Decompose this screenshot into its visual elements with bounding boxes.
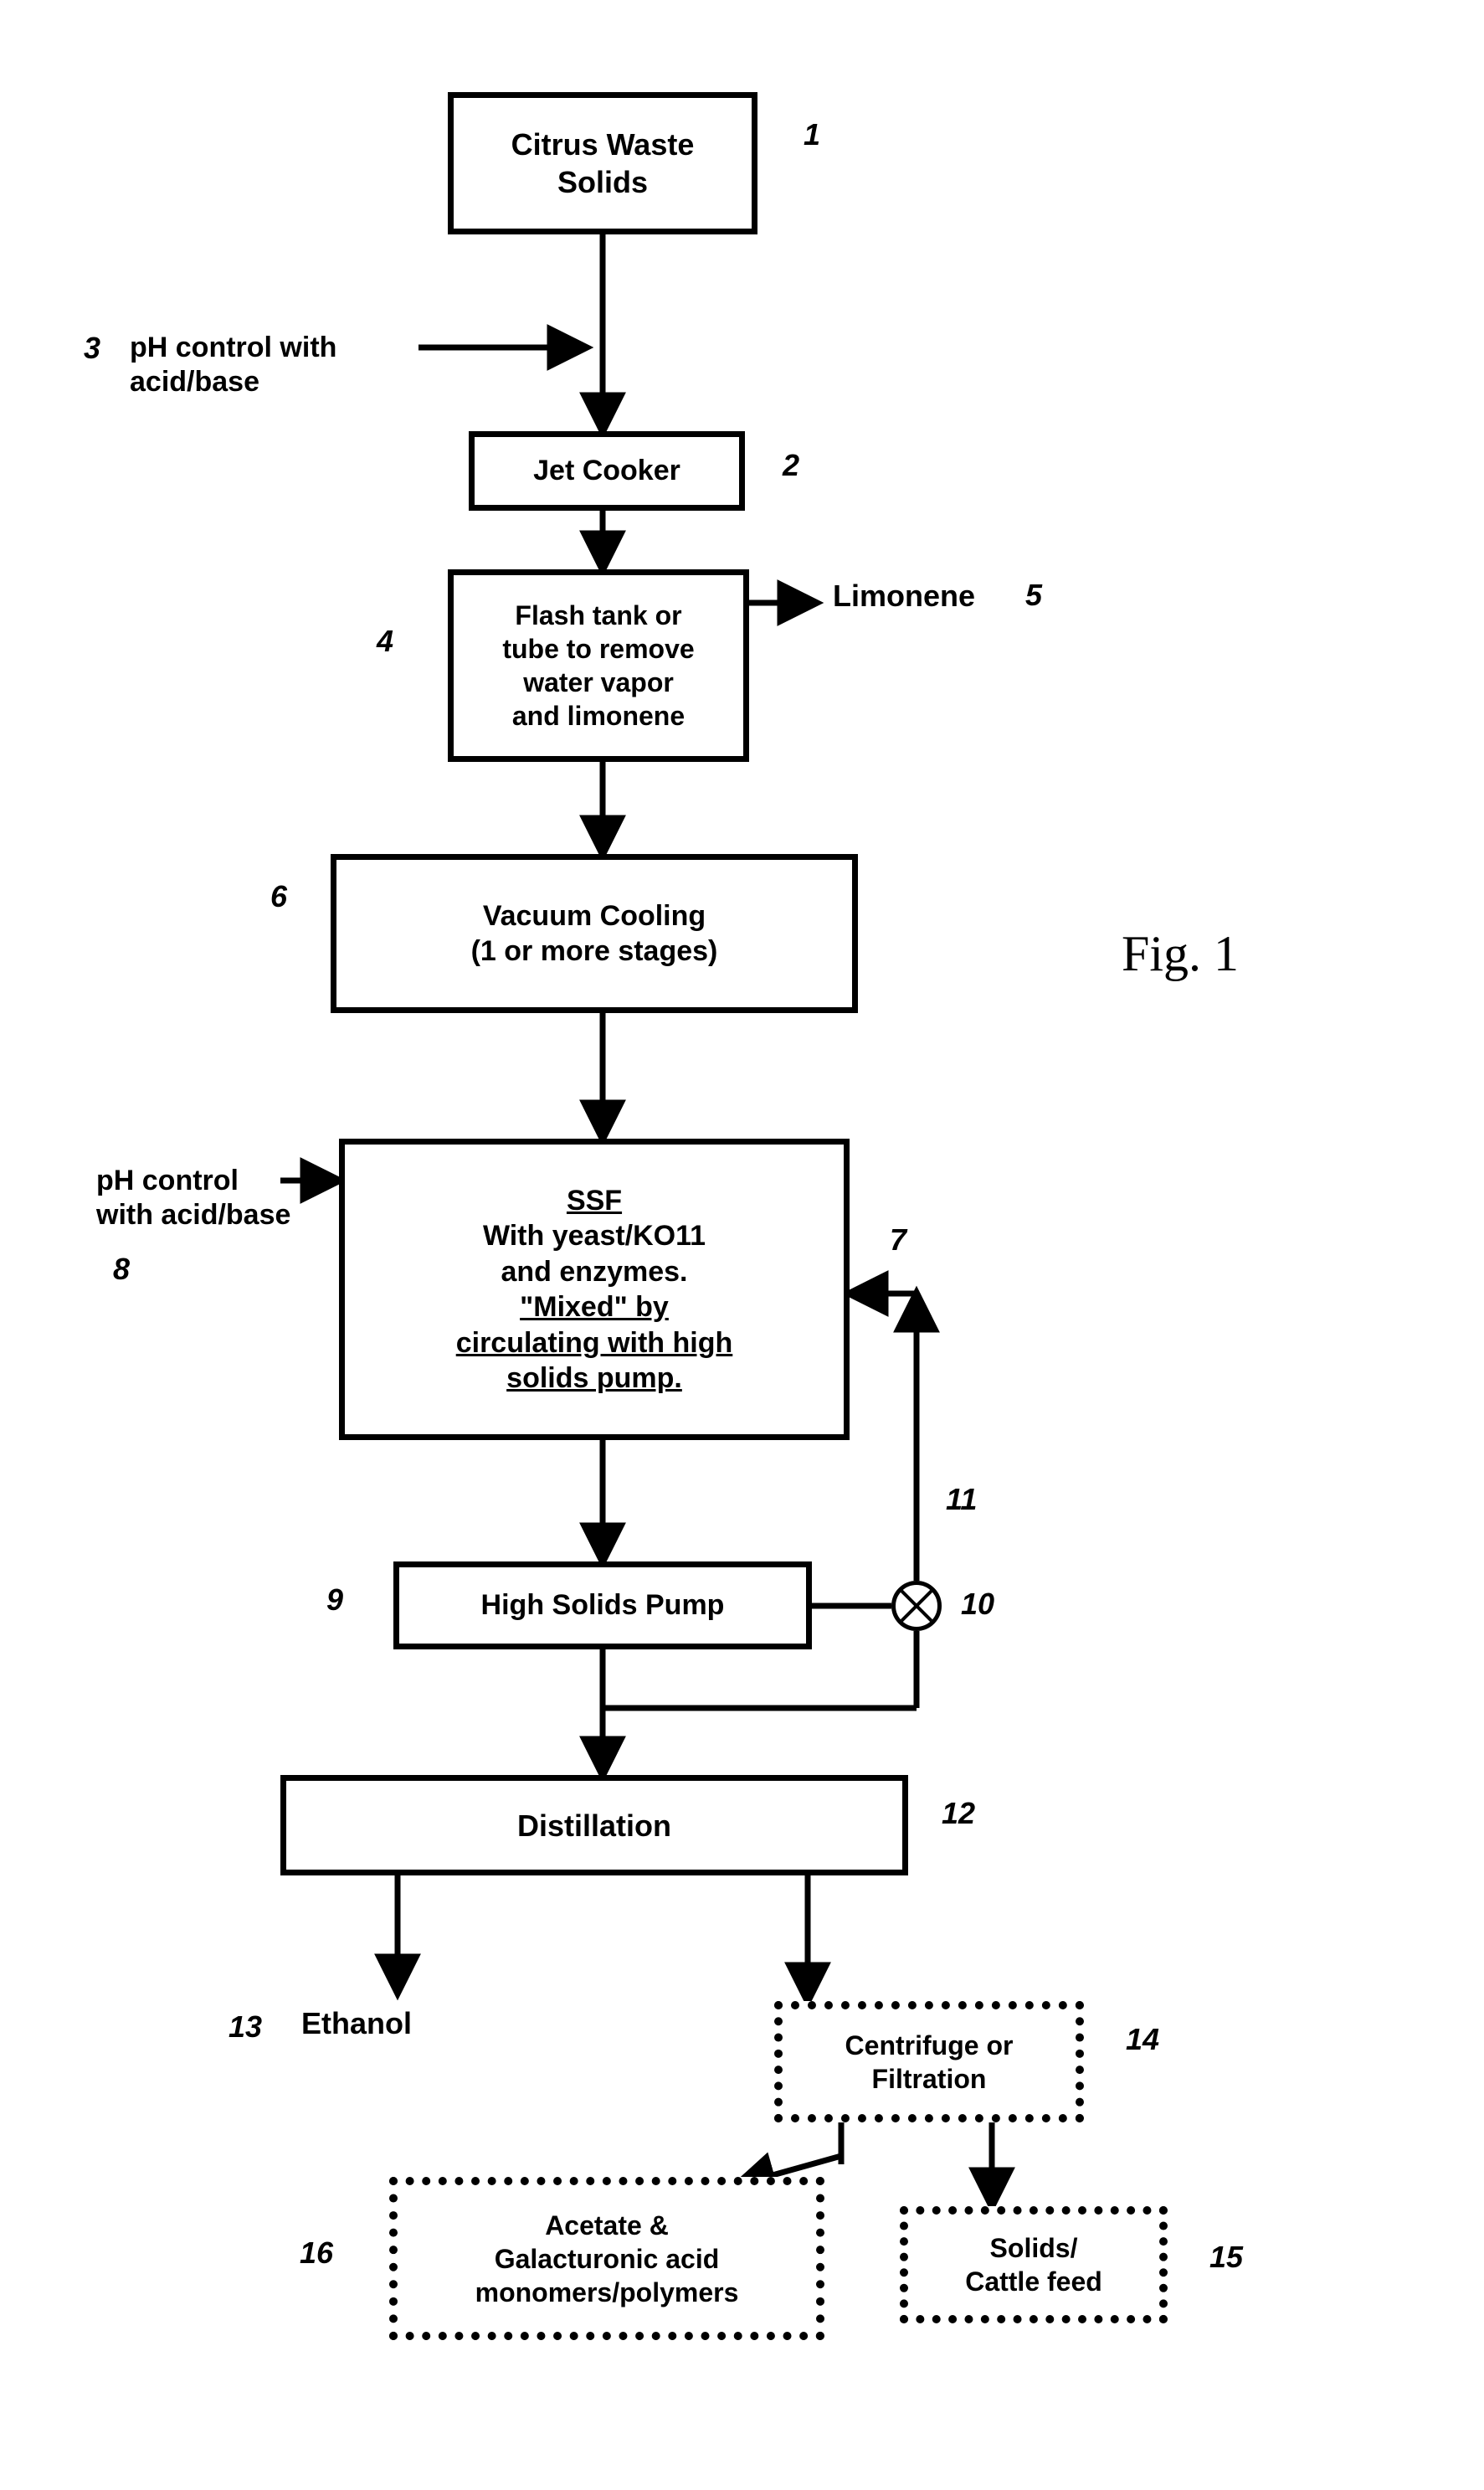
refnum-11: 11 [946,1482,977,1517]
figure-label: Fig. 1 [1122,925,1239,983]
refnum-15: 15 [1209,2240,1243,2275]
node-centrifuge-filtration: Centrifuge or Filtration [774,2001,1084,2122]
refnum-7: 7 [890,1222,906,1258]
node-flash-tank: Flash tank or tube to remove water vapor… [448,569,749,762]
node-label: Distillation [517,1807,671,1844]
node-label: Acetate & Galacturonic acid monomers/pol… [475,2209,739,2309]
node-distillation: Distillation [280,1775,908,1875]
label-ph-control-1: pH control with acid/base [130,331,336,399]
node-label: Vacuum Cooling (1 or more stages) [471,898,718,970]
node-label: Centrifuge or Filtration [845,2029,1014,2096]
refnum-12: 12 [942,1796,975,1831]
refnum-2: 2 [783,448,799,483]
valve-icon [891,1581,942,1631]
label-limonene: Limonene [833,578,975,614]
refnum-13: 13 [229,2009,262,2045]
refnum-9: 9 [326,1582,343,1618]
refnum-3: 3 [84,331,100,366]
flowchart-canvas: Citrus Waste Solids Jet Cooker Flash tan… [0,0,1484,2490]
node-label: Citrus Waste Solids [511,126,695,201]
node-solids-cattle-feed: Solids/ Cattle feed [900,2206,1168,2323]
node-vacuum-cooling: Vacuum Cooling (1 or more stages) [331,854,858,1013]
node-label: Solids/ Cattle feed [965,2231,1102,2298]
node-ssf: SSFWith yeast/KO11and enzymes."Mixed" by… [339,1139,850,1440]
node-citrus-waste-solids: Citrus Waste Solids [448,92,757,234]
node-acetate-galacturonic: Acetate & Galacturonic acid monomers/pol… [389,2177,824,2340]
node-label: High Solids Pump [481,1587,725,1623]
node-label: Jet Cooker [533,453,680,489]
refnum-14: 14 [1126,2022,1159,2057]
refnum-8: 8 [113,1252,130,1287]
refnum-6: 6 [270,879,287,914]
refnum-5: 5 [1025,578,1042,613]
node-label: Flash tank or tube to remove water vapor… [502,599,694,733]
refnum-1: 1 [804,117,820,152]
refnum-4: 4 [377,624,393,659]
node-high-solids-pump: High Solids Pump [393,1561,812,1649]
node-label: SSFWith yeast/KO11and enzymes."Mixed" by… [456,1183,733,1397]
refnum-16: 16 [300,2235,333,2271]
node-jet-cooker: Jet Cooker [469,431,745,511]
label-ph-control-2: pH control with acid/base [96,1164,290,1232]
refnum-10: 10 [961,1587,994,1622]
label-ethanol: Ethanol [301,2005,412,2041]
